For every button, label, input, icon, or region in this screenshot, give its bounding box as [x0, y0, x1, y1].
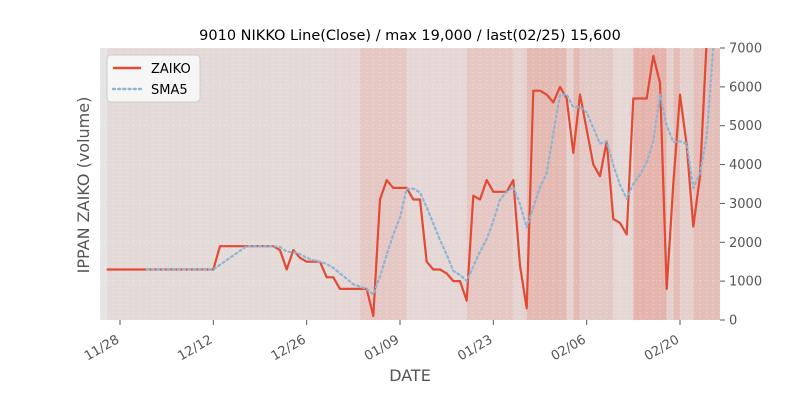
shade-band	[580, 48, 614, 320]
shade-band	[693, 48, 720, 320]
shade-band	[566, 48, 574, 320]
x-tick-label: 01/09	[362, 332, 402, 364]
x-tick-label: 02/20	[642, 332, 682, 364]
y-axis-title: IPPAN ZAIKO (volume)	[74, 97, 93, 274]
x-tick-label: 02/06	[549, 332, 589, 364]
shade-bands	[106, 48, 720, 320]
y-tick-label: 0	[729, 314, 737, 329]
y-tick-label: 3000	[729, 197, 762, 212]
shade-band	[673, 48, 680, 320]
shade-band	[633, 48, 667, 320]
x-tick-label: 01/23	[455, 332, 495, 364]
legend-label: ZAIKO	[151, 62, 191, 77]
y-tick-label: 1000	[729, 275, 762, 290]
shade-band	[666, 48, 674, 320]
x-tick-label: 11/28	[82, 332, 122, 364]
shade-band	[360, 48, 407, 320]
plot-background	[100, 48, 720, 320]
legend-box	[106, 54, 201, 103]
x-tick-label: 12/12	[175, 332, 215, 364]
x-axis-title: DATE	[389, 366, 431, 385]
shade-band	[406, 48, 454, 320]
y-tick-label: 4000	[729, 158, 762, 173]
shade-band	[333, 48, 360, 320]
x-tick-label: 12/26	[269, 332, 309, 364]
shade-band	[573, 48, 580, 320]
series-group	[106, 48, 715, 318]
y-tick-label: 7000	[729, 42, 762, 57]
grid	[100, 48, 720, 320]
chart-title: 9010 NIKKO Line(Close) / max 19,000 / la…	[199, 28, 621, 44]
shade-band	[453, 48, 467, 320]
y-tick-label: 5000	[729, 119, 762, 134]
legend: ZAIKO SMA5	[106, 54, 201, 103]
shade-band	[513, 48, 527, 320]
series-line-zaiko	[106, 48, 708, 318]
y-tick-label: 6000	[729, 80, 762, 95]
series-line-sma5	[145, 48, 715, 296]
plot-area: 0 1000 2000 3000 4000 5000 6000 7000 11/28 12/12 1…	[82, 42, 762, 365]
y-tick-label: 2000	[729, 236, 762, 251]
shade-band	[613, 48, 634, 320]
legend-label: SMA5	[151, 83, 188, 98]
